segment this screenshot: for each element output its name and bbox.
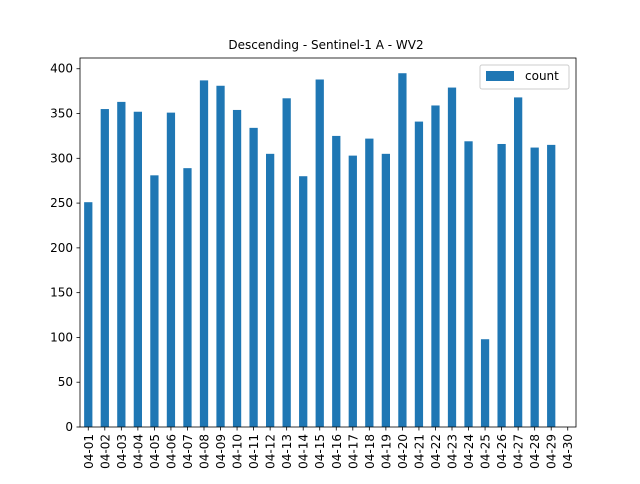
x-tick-label: 04-20 bbox=[396, 434, 410, 469]
x-tick-label: 04-17 bbox=[346, 434, 360, 469]
bar-04-28 bbox=[530, 147, 539, 427]
x-tick-label: 04-19 bbox=[379, 434, 393, 469]
bar-04-26 bbox=[497, 143, 506, 428]
bar-04-08 bbox=[199, 80, 209, 427]
bar-04-17 bbox=[348, 155, 357, 427]
bar-04-14 bbox=[299, 176, 308, 427]
chart-title: Descending - Sentinel-1 A - WV2 bbox=[228, 38, 423, 52]
bar-04-13 bbox=[282, 98, 291, 428]
bar-04-15 bbox=[315, 79, 324, 427]
legend-swatch bbox=[486, 71, 514, 81]
x-tick-label: 04-22 bbox=[429, 434, 443, 469]
x-tick-label: 04-06 bbox=[164, 434, 178, 469]
bar-04-12 bbox=[266, 153, 275, 427]
bar-04-18 bbox=[365, 138, 374, 428]
bar-04-23 bbox=[447, 87, 457, 427]
x-tick-label: 04-28 bbox=[528, 434, 542, 469]
bar-04-25 bbox=[480, 339, 490, 427]
x-tick-label: 04-07 bbox=[181, 434, 195, 469]
bar-04-06 bbox=[166, 112, 176, 427]
x-tick-label: 04-21 bbox=[412, 434, 426, 469]
x-tick-label: 04-18 bbox=[363, 434, 377, 469]
x-tick-label: 04-14 bbox=[297, 434, 311, 469]
x-tick-label: 04-25 bbox=[479, 434, 493, 469]
x-tick-label: 04-09 bbox=[214, 434, 228, 469]
x-tick-label: 04-26 bbox=[495, 434, 509, 469]
y-tick-label: 400 bbox=[50, 62, 73, 76]
x-tick-label: 04-01 bbox=[82, 434, 96, 469]
legend: count bbox=[479, 64, 570, 90]
x-tick-label: 04-08 bbox=[198, 434, 212, 469]
axes-frame bbox=[79, 57, 577, 428]
bar-04-02 bbox=[100, 109, 109, 428]
x-tick-label: 04-23 bbox=[446, 434, 460, 469]
bar-04-20 bbox=[398, 73, 407, 427]
bar-04-29 bbox=[547, 144, 556, 427]
x-tick-label: 04-24 bbox=[462, 434, 476, 469]
x-tick-label: 04-04 bbox=[131, 434, 145, 469]
y-tick-label: 300 bbox=[50, 151, 73, 165]
y-tick-label: 250 bbox=[50, 196, 73, 210]
bar-04-04 bbox=[133, 111, 142, 428]
bar-04-16 bbox=[332, 135, 341, 428]
y-tick-label: 0 bbox=[65, 420, 73, 434]
y-tick-label: 50 bbox=[58, 375, 73, 389]
x-tick-label: 04-13 bbox=[280, 434, 294, 469]
y-tick-label: 200 bbox=[50, 241, 73, 255]
x-tick-label: 04-16 bbox=[330, 434, 344, 469]
bar-04-11 bbox=[249, 127, 258, 428]
x-tick-label: 04-30 bbox=[561, 434, 575, 469]
bar-04-10 bbox=[232, 109, 242, 427]
bar-04-21 bbox=[414, 121, 424, 427]
legend-label: count bbox=[525, 69, 559, 83]
y-tick-label: 350 bbox=[50, 107, 73, 121]
x-tick-label: 04-27 bbox=[512, 434, 526, 469]
x-tick-label: 04-03 bbox=[115, 434, 129, 469]
y-tick-label: 100 bbox=[50, 330, 73, 344]
bar-04-24 bbox=[464, 141, 473, 428]
bar-04-05 bbox=[150, 175, 159, 427]
bar-04-01 bbox=[84, 202, 93, 427]
bar-04-09 bbox=[216, 85, 225, 427]
x-tick-label: 04-11 bbox=[247, 434, 261, 469]
y-tick-label: 150 bbox=[50, 286, 73, 300]
x-tick-label: 04-12 bbox=[264, 434, 278, 469]
bar-04-07 bbox=[183, 168, 192, 427]
x-tick-label: 04-05 bbox=[148, 434, 162, 469]
bar-04-03 bbox=[117, 101, 126, 427]
x-tick-label: 04-10 bbox=[231, 434, 245, 469]
bar-04-27 bbox=[514, 97, 523, 427]
bar-04-19 bbox=[381, 153, 390, 427]
x-tick-label: 04-15 bbox=[313, 434, 327, 469]
x-tick-label: 04-02 bbox=[98, 434, 112, 469]
bar-04-22 bbox=[431, 105, 440, 427]
x-tick-label: 04-29 bbox=[545, 434, 559, 469]
